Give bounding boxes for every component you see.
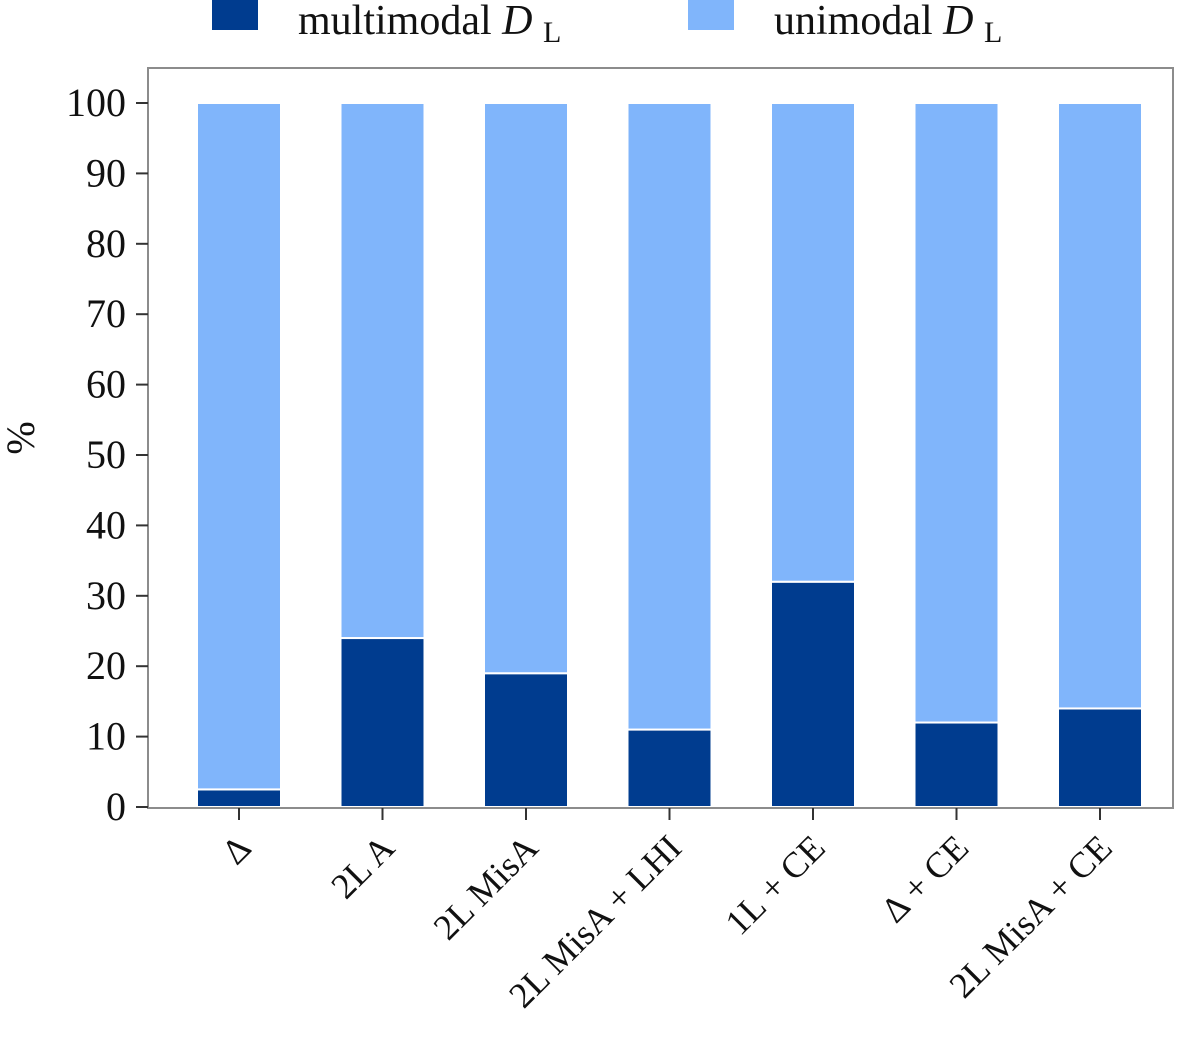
y-tick-label: 60 (86, 362, 126, 407)
y-axis-label: % (0, 421, 43, 454)
y-tick-label: 80 (86, 221, 126, 266)
bar-unimodal-3 (626, 102, 713, 731)
y-tick-label: 0 (106, 784, 126, 829)
bar-multimodal-2 (483, 672, 569, 808)
y-tick-label: 30 (86, 573, 126, 618)
y-tick-label: 40 (86, 502, 126, 547)
y-tick-label: 100 (66, 80, 126, 125)
bar-unimodal-0 (196, 102, 282, 791)
y-tick-label: 70 (86, 291, 126, 336)
x-tick-label: 2L MisA (426, 827, 546, 947)
legend-swatch-unimodal (688, 0, 734, 30)
axes-frame (147, 67, 1174, 809)
bar-unimodal-5 (913, 102, 1000, 724)
bar-unimodal-6 (1057, 102, 1143, 710)
bar-multimodal-5 (913, 721, 1000, 809)
bar-multimodal-3 (626, 728, 713, 808)
legend-label-multimodal: multimodal D L (298, 0, 561, 49)
bar-unimodal-4 (770, 102, 856, 583)
bar-multimodal-6 (1057, 707, 1143, 808)
y-tick-label: 50 (86, 432, 126, 477)
y-axis: 0 10 20 30 40 50 60 70 80 90 100 (66, 80, 148, 829)
bar-unimodal-2 (483, 102, 569, 675)
bar-multimodal-1 (339, 637, 426, 808)
x-tick-label: Δ (214, 827, 259, 872)
legend-swatch-multimodal (212, 0, 258, 30)
bar-unimodal-1 (339, 102, 426, 640)
x-tick-label: 2L A (323, 827, 402, 906)
bar-multimodal-4 (770, 580, 856, 808)
bar-multimodal-0 (196, 788, 282, 809)
x-tick-label: Δ + CE (873, 827, 976, 930)
y-tick-label: 20 (86, 643, 126, 688)
legend-label-unimodal: unimodal D L (774, 0, 1002, 49)
x-tick-label: 1L + CE (717, 827, 832, 942)
plot-area (196, 102, 1143, 809)
legend: multimodal D L unimodal D L (212, 0, 1002, 49)
y-tick-label: 90 (86, 150, 126, 195)
y-tick-label: 10 (86, 714, 126, 759)
